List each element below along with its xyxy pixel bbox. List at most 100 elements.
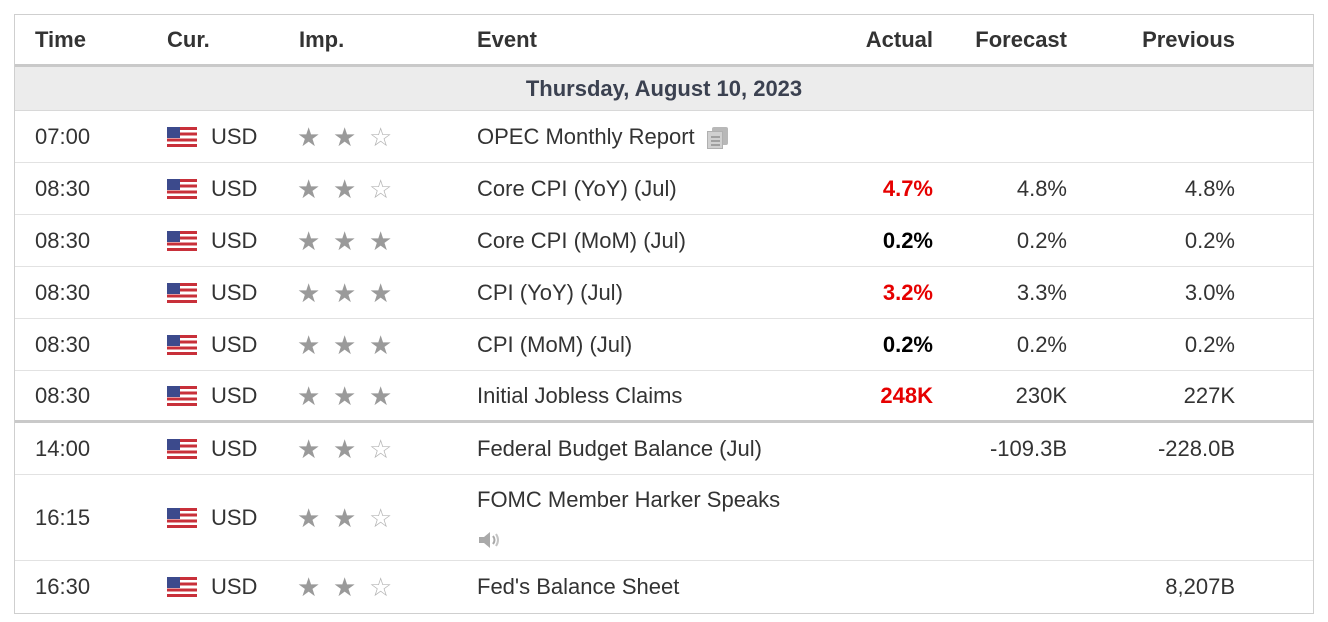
event-previous: -228.0B	[1157, 435, 1235, 461]
event-actual: 0.2%	[882, 331, 933, 357]
importance-stars: ★ ★ ★	[297, 332, 405, 358]
importance-stars: ★ ★ ★	[297, 383, 405, 409]
table-row[interactable]: 16:15 USD ★ ★ ☆ FOMC Member Harker Speaks	[15, 475, 1313, 561]
event-name[interactable]: Fed's Balance Sheet	[477, 574, 679, 600]
header-previous[interactable]: Previous	[1142, 26, 1235, 52]
event-name[interactable]: Core CPI (YoY) (Jul)	[477, 176, 677, 202]
event-currency: USD	[167, 176, 257, 202]
star-empty-icon: ☆	[369, 572, 393, 602]
star-empty-icon: ☆	[369, 433, 393, 464]
event-currency: USD	[167, 383, 257, 409]
star-filled-icon: ★	[297, 225, 321, 256]
event-time: 08:30	[35, 331, 91, 357]
event-currency: USD	[167, 280, 257, 306]
event-currency: USD	[167, 124, 257, 150]
star-empty-icon: ☆	[369, 502, 393, 533]
header-forecast[interactable]: Forecast	[975, 26, 1067, 52]
us-flag-icon	[167, 230, 197, 251]
header-importance[interactable]: Imp.	[299, 26, 345, 52]
header-time[interactable]: Time	[35, 26, 86, 52]
star-filled-icon: ★	[297, 173, 321, 204]
table-row[interactable]: 14:00 USD ★ ★ ☆ Federal Budget Balance (Ju…	[15, 423, 1313, 475]
event-previous: 0.2%	[1184, 331, 1235, 357]
importance-stars: ★ ★ ★	[297, 280, 405, 306]
star-filled-icon: ★	[297, 380, 321, 411]
event-actual: 0.2%	[882, 227, 933, 253]
event-name[interactable]: OPEC Monthly Report	[477, 124, 729, 150]
currency-code: USD	[211, 574, 258, 599]
table-row[interactable]: 08:30 USD ★ ★ ☆ Core CPI (YoY) (Jul) 4.7% …	[15, 163, 1313, 215]
speaker-icon[interactable]	[477, 529, 503, 551]
table-row[interactable]: 08:30 USD ★ ★ ★ Initial Jobless Claims 248…	[15, 371, 1313, 423]
event-previous: 0.2%	[1184, 227, 1235, 253]
currency-code: USD	[211, 123, 258, 149]
event-name-text[interactable]: Fed's Balance Sheet	[477, 574, 680, 599]
event-name[interactable]: Initial Jobless Claims	[477, 383, 682, 409]
event-name-text[interactable]: CPI (YoY) (Jul)	[477, 279, 623, 305]
event-name[interactable]: Core CPI (MoM) (Jul)	[477, 228, 686, 254]
star-filled-icon: ★	[333, 277, 357, 308]
event-name-text[interactable]: OPEC Monthly Report	[477, 123, 695, 149]
currency-code: USD	[211, 279, 258, 305]
importance-stars: ★ ★ ☆	[297, 176, 405, 202]
event-time: 16:30	[35, 574, 91, 599]
event-time: 08:30	[35, 175, 91, 201]
event-name-text[interactable]: Core CPI (YoY) (Jul)	[477, 175, 677, 201]
event-previous: 3.0%	[1184, 279, 1235, 305]
us-flag-icon	[167, 282, 197, 303]
star-filled-icon: ★	[369, 380, 393, 411]
us-flag-icon	[167, 385, 197, 406]
table-row[interactable]: 07:00 USD ★ ★ ☆ OPEC Monthly Report	[15, 111, 1313, 163]
us-flag-icon	[167, 126, 197, 147]
us-flag-icon	[167, 577, 197, 597]
event-previous: 8,207B	[1165, 574, 1235, 599]
event-previous: 4.8%	[1184, 175, 1235, 201]
event-currency: USD	[167, 505, 257, 531]
header-actual[interactable]: Actual	[865, 26, 933, 52]
table-row[interactable]: 08:30 USD ★ ★ ★ CPI (MoM) (Jul) 0.2% 0.2% …	[15, 319, 1313, 371]
star-filled-icon: ★	[297, 121, 321, 152]
event-actual: 248K	[880, 382, 933, 408]
currency-code: USD	[211, 382, 258, 408]
document-icon[interactable]	[706, 126, 729, 149]
table-row[interactable]: 08:30 USD ★ ★ ★ Core CPI (MoM) (Jul) 0.2% …	[15, 215, 1313, 267]
event-name-text[interactable]: Core CPI (MoM) (Jul)	[477, 227, 687, 253]
star-filled-icon: ★	[333, 572, 357, 602]
date-band: Thursday, August 10, 2023	[15, 67, 1313, 111]
table-header: Time Cur. Imp. Event Actual Forecast Pre…	[15, 15, 1313, 67]
star-filled-icon: ★	[333, 225, 357, 256]
event-name[interactable]: Federal Budget Balance (Jul)	[477, 436, 762, 462]
event-currency: USD	[167, 228, 257, 254]
star-filled-icon: ★	[333, 121, 357, 152]
event-name-text[interactable]: Initial Jobless Claims	[477, 382, 683, 408]
event-name-text[interactable]: CPI (MoM) (Jul)	[477, 331, 633, 357]
star-empty-icon: ☆	[369, 173, 393, 204]
importance-stars: ★ ★ ★	[297, 228, 405, 254]
currency-code: USD	[211, 175, 258, 201]
currency-code: USD	[211, 331, 258, 357]
event-time: 16:15	[35, 504, 91, 530]
header-event[interactable]: Event	[477, 26, 537, 52]
event-name[interactable]: CPI (YoY) (Jul)	[477, 280, 623, 306]
currency-code: USD	[211, 227, 258, 253]
event-forecast: 0.2%	[1016, 331, 1067, 357]
us-flag-icon	[167, 438, 197, 459]
table-row[interactable]: 08:30 USD ★ ★ ★ CPI (YoY) (Jul) 3.2% 3.3% …	[15, 267, 1313, 319]
event-name-text[interactable]: FOMC Member Harker Speaks	[477, 487, 781, 512]
star-filled-icon: ★	[369, 277, 393, 308]
us-flag-icon	[167, 507, 197, 528]
event-time: 07:00	[35, 123, 91, 149]
header-currency[interactable]: Cur.	[167, 26, 210, 52]
event-name[interactable]: FOMC Member Harker Speaks	[477, 487, 780, 513]
table-row[interactable]: 16:30 USD ★ ★ ☆ Fed's Balance Sheet 8,207B	[15, 561, 1313, 613]
event-name[interactable]: CPI (MoM) (Jul)	[477, 332, 632, 358]
event-time: 08:30	[35, 227, 91, 253]
currency-code: USD	[211, 435, 258, 461]
event-time: 14:00	[35, 435, 91, 461]
event-forecast: -109.3B	[989, 435, 1067, 461]
economic-calendar-table: Time Cur. Imp. Event Actual Forecast Pre…	[14, 14, 1314, 614]
event-forecast: 4.8%	[1016, 175, 1067, 201]
date-label: Thursday, August 10, 2023	[525, 75, 803, 101]
importance-stars: ★ ★ ☆	[297, 124, 405, 150]
event-name-text[interactable]: Federal Budget Balance (Jul)	[477, 435, 762, 461]
